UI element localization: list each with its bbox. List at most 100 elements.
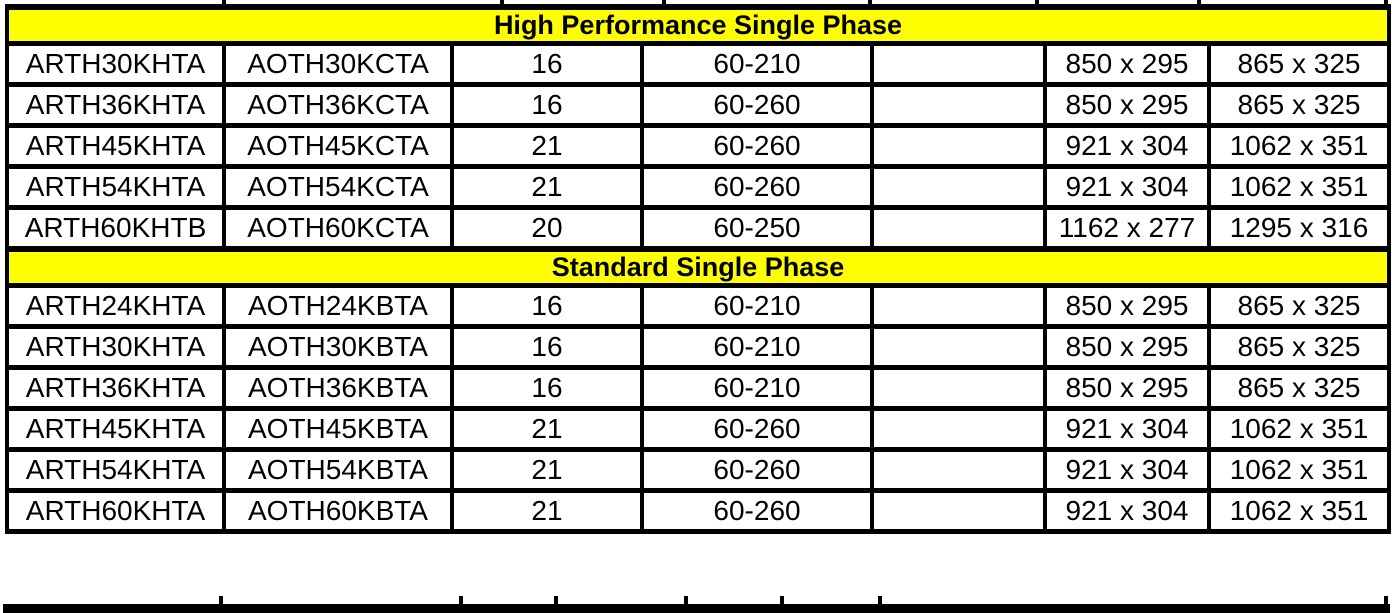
table-cell: 850 x 295 <box>1043 364 1211 411</box>
cell-border-tick <box>500 0 504 4</box>
table-cell: ARTH54KHTA <box>5 446 226 493</box>
table-cell: 16 <box>450 323 644 370</box>
table-row: ARTH60KHTA AOTH60KBTA 21 60-260 921 x 304 106… <box>5 487 1392 534</box>
table-cell: ARTH54KHTA <box>5 164 226 210</box>
table-cell <box>870 405 1047 452</box>
table-cell: 21 <box>450 123 644 169</box>
table-cell: 16 <box>450 41 644 87</box>
cell-border-tick <box>1384 0 1388 4</box>
cell-border-tick <box>780 596 784 604</box>
table-cell: 850 x 295 <box>1043 323 1211 370</box>
table-cell: 60-260 <box>640 164 874 210</box>
table-cell: 850 x 295 <box>1043 82 1211 128</box>
table-cell: 21 <box>450 487 644 534</box>
cell-border-tick <box>459 596 463 604</box>
table-cell: 1062 x 351 <box>1206 487 1392 534</box>
table-row: ARTH30KHTA AOTH30KCTA 16 60-210 850 x 295 865… <box>5 41 1392 87</box>
table-cell <box>870 82 1047 128</box>
cell-border-tick <box>219 596 223 604</box>
spec-table: High Performance Single Phase ARTH30KHTA A… <box>4 4 1392 534</box>
table-cell: 921 x 304 <box>1043 446 1211 493</box>
table-cell: ARTH36KHTA <box>5 364 226 411</box>
table-cell: 921 x 304 <box>1043 123 1211 169</box>
table-cell: 865 x 325 <box>1206 282 1392 329</box>
table-cell: 60-260 <box>640 123 874 169</box>
table-cell: 1295 x 316 <box>1206 205 1392 251</box>
table-cell: 60-260 <box>640 405 874 452</box>
table-row: ARTH54KHTA AOTH54KCTA 21 60-260 921 x 304 106… <box>5 164 1392 210</box>
table-cell <box>870 282 1047 329</box>
table-cell: ARTH45KHTA <box>5 405 226 452</box>
table-cell: 921 x 304 <box>1043 405 1211 452</box>
table-cell: 1162 x 277 <box>1043 205 1211 251</box>
table-cell: 921 x 304 <box>1043 164 1211 210</box>
cell-border-tick <box>1197 0 1201 4</box>
table-cell <box>870 323 1047 370</box>
table-cell: AOTH54KBTA <box>222 446 454 493</box>
spec-table-body: High Performance Single Phase ARTH30KHTA A… <box>4 4 1392 534</box>
table-cell: 865 x 325 <box>1206 82 1392 128</box>
table-row: ARTH24KHTA AOTH24KBTA 16 60-210 850 x 295 865… <box>5 282 1392 329</box>
table-cell: 1062 x 351 <box>1206 446 1392 493</box>
cell-border-tick <box>868 0 872 4</box>
table-cell: AOTH30KCTA <box>222 41 454 87</box>
table-cell: 921 x 304 <box>1043 487 1211 534</box>
table-cell: 60-250 <box>640 205 874 251</box>
table-cell: 865 x 325 <box>1206 364 1392 411</box>
table-cell: 20 <box>450 205 644 251</box>
cell-border-tick <box>1035 0 1039 4</box>
table-cell: 850 x 295 <box>1043 41 1211 87</box>
cell-border-tick <box>222 0 226 4</box>
table-cell: ARTH60KHTA <box>5 487 226 534</box>
table-cell: ARTH24KHTA <box>5 282 226 329</box>
table-cell: AOTH60KCTA <box>222 205 454 251</box>
next-section-border-bar <box>3 604 1390 613</box>
cell-border-tick <box>684 596 688 604</box>
cell-border-tick <box>878 596 882 604</box>
table-cell: AOTH24KBTA <box>222 282 454 329</box>
table-row: ARTH54KHTA AOTH54KBTA 21 60-260 921 x 304 106… <box>5 446 1392 493</box>
table-cell <box>870 41 1047 87</box>
table-row: ARTH60KHTB AOTH60KCTA 20 60-250 1162 x 277 12… <box>5 205 1392 251</box>
table-row: ARTH45KHTA AOTH45KCTA 21 60-260 921 x 304 106… <box>5 123 1392 169</box>
table-cell <box>870 364 1047 411</box>
table-cell: 16 <box>450 364 644 411</box>
table-cell: ARTH36KHTA <box>5 82 226 128</box>
table-cell: AOTH36KBTA <box>222 364 454 411</box>
table-cell: 21 <box>450 164 644 210</box>
cell-border-tick <box>1384 596 1388 604</box>
table-cell: ARTH30KHTA <box>5 41 226 87</box>
table-cell: 60-260 <box>640 487 874 534</box>
cutoff-row-fragment-bottom <box>5 596 1388 604</box>
table-cell: ARTH45KHTA <box>5 123 226 169</box>
section-header-row: Standard Single Phase <box>4 245 1392 288</box>
cutoff-row-fragment-top <box>5 0 1388 4</box>
table-cell: 21 <box>450 405 644 452</box>
table-cell: 60-210 <box>640 364 874 411</box>
table-cell: 16 <box>450 82 644 128</box>
cell-border-tick <box>554 596 558 604</box>
table-cell: 16 <box>450 282 644 329</box>
table-row: ARTH45KHTA AOTH45KBTA 21 60-260 921 x 304 106… <box>5 405 1392 452</box>
table-cell: 60-210 <box>640 41 874 87</box>
table-cell: 865 x 325 <box>1206 323 1392 370</box>
table-cell: 850 x 295 <box>1043 282 1211 329</box>
table-row: ARTH36KHTA AOTH36KBTA 16 60-210 850 x 295 865… <box>5 364 1392 411</box>
table-cell <box>870 446 1047 493</box>
table-cell: AOTH54KCTA <box>222 164 454 210</box>
table-cell: AOTH36KCTA <box>222 82 454 128</box>
table-cell <box>870 123 1047 169</box>
table-cell <box>870 487 1047 534</box>
cell-border-tick <box>662 0 666 4</box>
table-cell: 1062 x 351 <box>1206 405 1392 452</box>
table-cell: 1062 x 351 <box>1206 164 1392 210</box>
table-cell: 1062 x 351 <box>1206 123 1392 169</box>
table-cell: AOTH45KCTA <box>222 123 454 169</box>
table-cell: 865 x 325 <box>1206 41 1392 87</box>
table-cell: ARTH30KHTA <box>5 323 226 370</box>
table-cell: 60-260 <box>640 446 874 493</box>
table-row: ARTH30KHTA AOTH30KBTA 16 60-210 850 x 295 865… <box>5 323 1392 370</box>
table-cell: 21 <box>450 446 644 493</box>
table-cell: AOTH45KBTA <box>222 405 454 452</box>
